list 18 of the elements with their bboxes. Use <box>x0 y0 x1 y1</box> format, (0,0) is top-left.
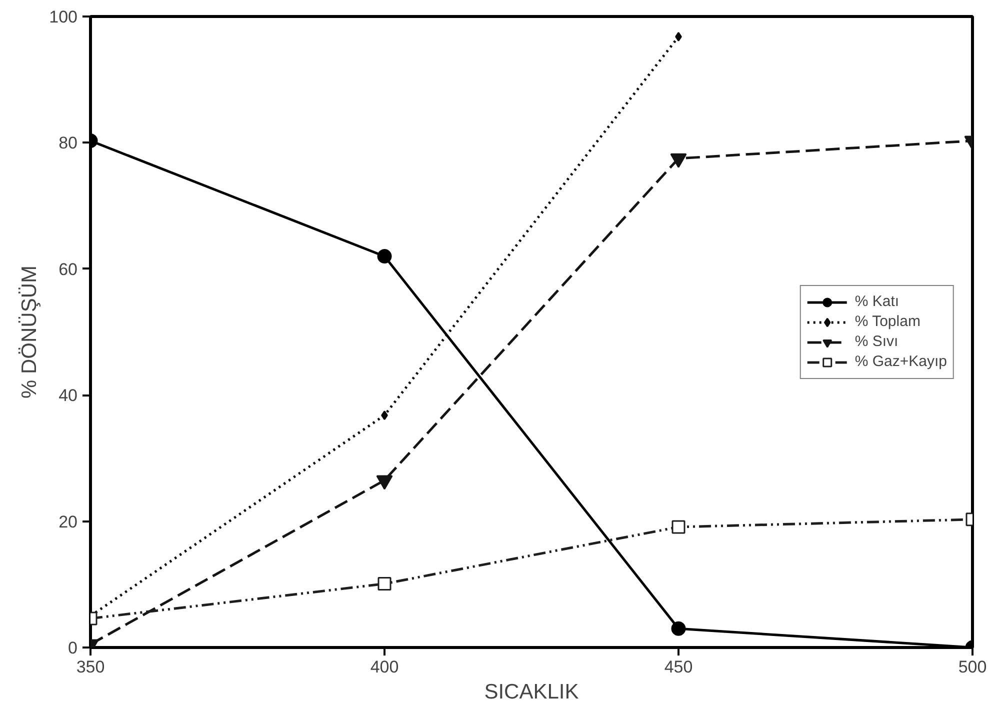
y-tick-label: 0 <box>68 638 78 658</box>
legend-label: % Gaz+Kayıp <box>854 353 947 370</box>
x-tick-label: 450 <box>664 658 693 676</box>
y-tick-label: 60 <box>58 260 78 279</box>
legend-label: % Sıvı <box>854 333 898 350</box>
y-tick-label: 80 <box>58 134 78 153</box>
x-tick-label: 400 <box>370 658 399 676</box>
y-axis-title: % DÖNÜŞÜM <box>18 265 42 398</box>
y-tick-label: 40 <box>58 386 78 406</box>
point <box>671 621 686 636</box>
point <box>377 249 392 264</box>
x-tick-label: 350 <box>76 658 105 676</box>
y-tick-label: 100 <box>49 8 78 26</box>
legend-label: % Toplam <box>854 313 920 330</box>
legend-label: % Katı <box>854 293 900 310</box>
x-axis-title: SICAKLIK <box>484 680 579 704</box>
x-tick-label: 500 <box>958 658 987 676</box>
y-tick-label: 20 <box>58 512 78 532</box>
